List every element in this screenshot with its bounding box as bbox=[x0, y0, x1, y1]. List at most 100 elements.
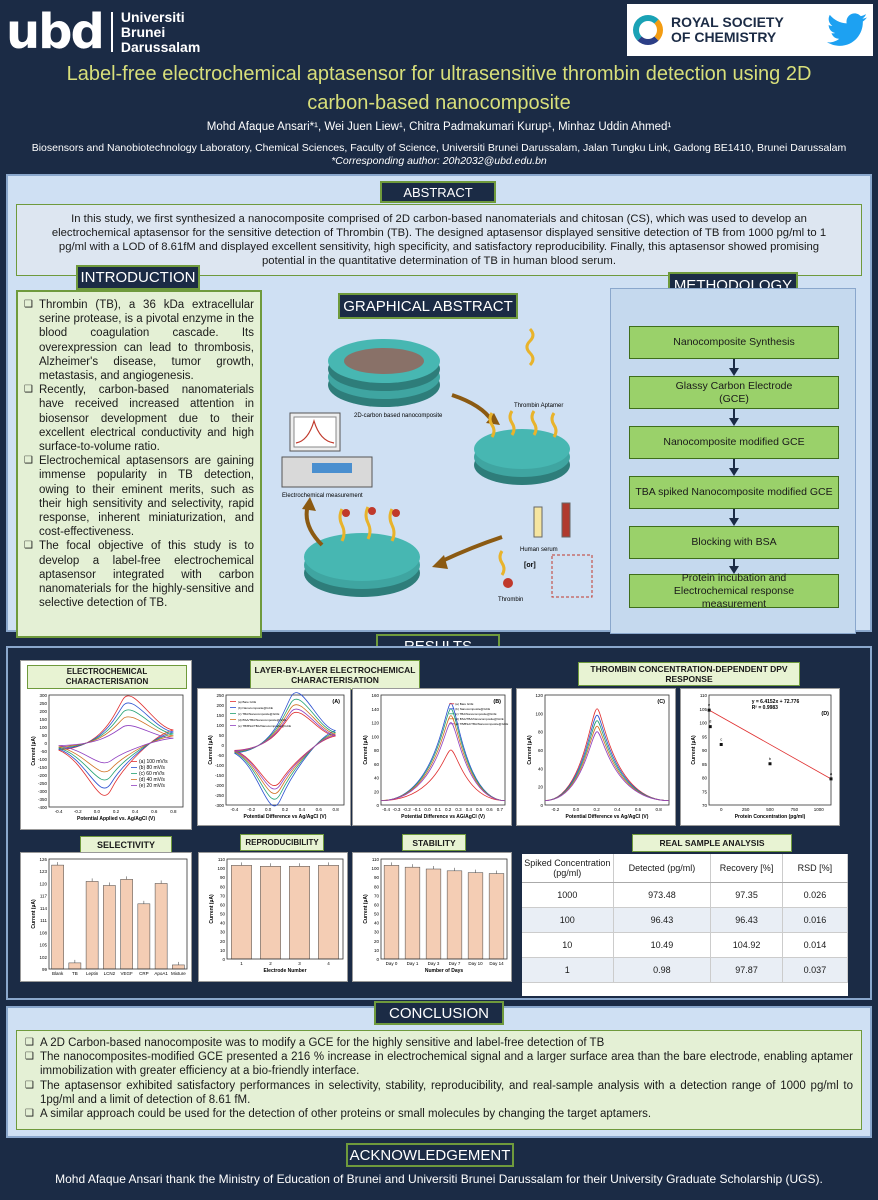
y-tick-label: -300 bbox=[38, 789, 48, 794]
x-tick-label: 0.1 bbox=[435, 807, 442, 812]
dpv-curve bbox=[544, 725, 670, 801]
label-serum: Human serum bbox=[520, 547, 558, 553]
y-tick-label: 60 bbox=[220, 902, 226, 907]
x-tick-label: Leptin bbox=[86, 971, 99, 976]
panel-tag: (C) bbox=[657, 699, 665, 705]
x-tick-label: 0.0 bbox=[265, 807, 272, 812]
abstract-box: In this study, we first synthesized a na… bbox=[16, 204, 862, 276]
bar bbox=[51, 864, 64, 970]
y-tick-label: -150 bbox=[38, 765, 48, 770]
y-tick-label: 20 bbox=[220, 939, 226, 944]
x-axis-label: Potential Applied vs. Ag/AgCl (V) bbox=[77, 816, 155, 822]
r2-label: R² = 0.9983 bbox=[752, 705, 778, 711]
y-axis-label: Current (µA) bbox=[209, 894, 215, 924]
arrow-head-icon bbox=[729, 368, 739, 376]
y-tick-label: 114 bbox=[40, 906, 48, 911]
flow-arrow-icon bbox=[733, 509, 735, 519]
real-sample-table: Spiked Concentration (pg/ml) Detected (p… bbox=[522, 854, 849, 983]
arrow-head-icon bbox=[729, 468, 739, 476]
acknowledgement-title: ACKNOWLEDGEMENT bbox=[346, 1143, 514, 1167]
x-tick-label: Mixture bbox=[171, 971, 186, 976]
x-tick-label: 1000 bbox=[814, 807, 825, 812]
y-tick-label: -100 bbox=[215, 763, 225, 768]
y-tick-label: 120 bbox=[535, 693, 543, 698]
y-tick-label: -300 bbox=[215, 803, 225, 808]
x-tick-label: 0.2 bbox=[445, 807, 452, 812]
y-tick-label: 100 bbox=[699, 721, 707, 726]
plot-frame bbox=[380, 694, 506, 806]
point-label: e bbox=[708, 702, 711, 707]
x-tick-label: 0.6 bbox=[151, 809, 158, 814]
point-label: a bbox=[830, 771, 833, 776]
x-tick-label: 0.0 bbox=[424, 807, 431, 812]
y-tick-label: 30 bbox=[374, 930, 380, 935]
y-tick-label: 0 bbox=[44, 741, 47, 746]
legend-entry: (c) 60 mV/s bbox=[139, 771, 165, 777]
chart-card: 110 105 100 95 90 85 80 75 70 0 250 500 750 1000 Prote… bbox=[680, 688, 840, 826]
table-cell: 10 bbox=[522, 932, 614, 958]
legend-entry: (a) 100 mV/s bbox=[139, 759, 168, 765]
bar bbox=[318, 865, 339, 960]
y-tick-label: 100 bbox=[216, 723, 224, 728]
x-tick-label: ApoA1 bbox=[154, 971, 168, 976]
point-label: c bbox=[720, 737, 722, 742]
y-tick-label: 140 bbox=[371, 707, 379, 712]
chart-label: SELECTIVITY bbox=[80, 836, 172, 853]
cv-curve bbox=[58, 702, 174, 789]
x-tick-label: 0.8 bbox=[656, 807, 663, 812]
y-tick-label: 80 bbox=[374, 748, 380, 753]
chart-card: 160 140 120 100 80 60 40 20 0 -0.4 -0.3 -0.2 -0.1 0.0… bbox=[352, 688, 512, 826]
y-axis-label: Current (µA) bbox=[363, 735, 369, 765]
poster-title: Label-free electrochemical aptasensor fo… bbox=[20, 60, 858, 118]
selectivity-chart: 126 123 120 117 114 111 108 105 102 99 Blank TB Lept… bbox=[31, 857, 188, 976]
table-cell: 0.016 bbox=[782, 907, 849, 933]
affiliation-text: Biosensors and Nanobiotechnology Laborat… bbox=[31, 142, 847, 154]
conclusion-box: A 2D Carbon-based nanocomposite was to m… bbox=[16, 1030, 862, 1130]
legend-entry: (c) TBA/Nanocomposite@GCE bbox=[238, 712, 279, 716]
curved-arrow-icon bbox=[451, 393, 494, 423]
legend-entry: (b) Nanocomposite@GCE bbox=[238, 706, 273, 710]
x-tick-label: 500 bbox=[766, 807, 774, 812]
x-tick-label: Day 1 bbox=[407, 961, 419, 966]
plot-frame bbox=[225, 694, 345, 806]
y-axis-label: Current (µA) bbox=[527, 735, 533, 765]
y-tick-label: 80 bbox=[702, 776, 708, 781]
blood-tube-icon bbox=[533, 502, 571, 538]
y-tick-label: 108 bbox=[39, 930, 47, 935]
y-tick-label: 85 bbox=[702, 762, 708, 767]
x-tick-label: TB bbox=[72, 971, 78, 976]
y-tick-label: 150 bbox=[39, 717, 47, 722]
method-step: Nanocomposite Synthesis bbox=[629, 326, 839, 359]
x-tick-label: -0.3 bbox=[393, 807, 401, 812]
cv-scan-rate-chart: 300 250 200 150 100 50 0 -50 -100 -150 -200 -250 -30… bbox=[31, 693, 184, 822]
legend-entry: (a) Bare GCE bbox=[238, 700, 256, 704]
x-axis-label: Electrode Number bbox=[263, 968, 306, 974]
chart-label: STABILITY bbox=[402, 834, 466, 851]
x-tick-label: Day 7 bbox=[449, 961, 461, 966]
twitter-icon[interactable] bbox=[827, 13, 867, 47]
y-tick-label: 250 bbox=[216, 693, 224, 698]
dpv-curve bbox=[544, 731, 670, 801]
thrombin-bound-stack-icon bbox=[304, 506, 420, 597]
bar bbox=[404, 866, 421, 960]
dpv-curve bbox=[544, 720, 670, 801]
table-cell: 0.037 bbox=[782, 957, 849, 983]
x-axis-label: Potential Difference vs Ag/AgCl (V) bbox=[566, 814, 649, 820]
x-tick-label: 4 bbox=[327, 961, 330, 966]
table-header: Detected (pg/ml) bbox=[613, 854, 712, 883]
x-tick-label: 0.8 bbox=[170, 809, 177, 814]
y-tick-label: 200 bbox=[39, 709, 47, 714]
y-tick-label: 160 bbox=[371, 693, 379, 698]
y-tick-label: 30 bbox=[220, 930, 226, 935]
y-tick-label: 60 bbox=[374, 902, 380, 907]
table-cell: 973.48 bbox=[613, 882, 712, 908]
data-point bbox=[708, 725, 712, 729]
chart-label: REAL SAMPLE ANALYSIS bbox=[632, 834, 792, 852]
title-line: carbon-based nanocomposite bbox=[307, 92, 571, 114]
y-tick-label: 90 bbox=[702, 748, 708, 753]
y-tick-label: -350 bbox=[38, 797, 48, 802]
y-axis-label: Current (µA) bbox=[363, 894, 369, 924]
chart-label: ELECTROCHEMICAL CHARACTERISATION bbox=[27, 665, 187, 689]
plot-frame bbox=[708, 694, 832, 806]
x-tick-label: -0.1 bbox=[413, 807, 421, 812]
